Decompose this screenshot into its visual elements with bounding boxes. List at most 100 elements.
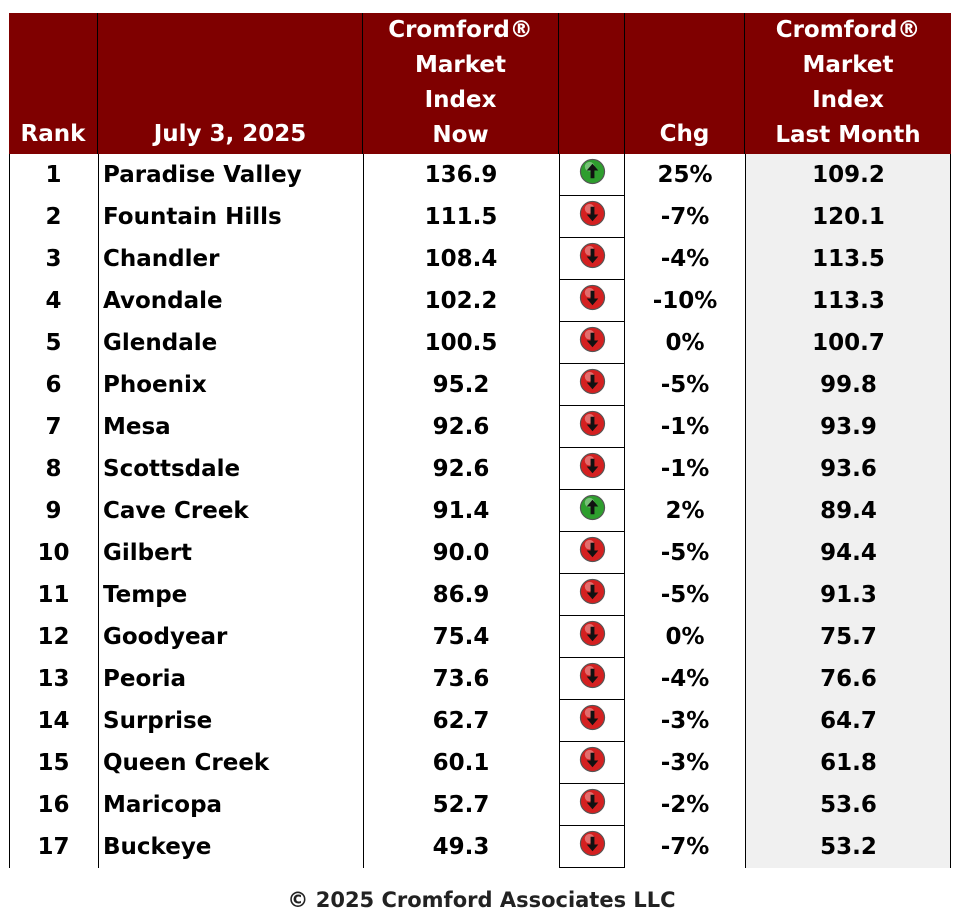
header-last-line: Last Month [775,121,921,148]
change-cell: -1% [660,414,710,440]
index-last-cell: 94.4 [745,532,951,574]
rank-cell: 2 [45,204,62,230]
change-cell: 0% [665,624,705,650]
change-cell: -3% [660,750,710,776]
change-cell: -5% [660,372,710,398]
index-now-cell: 86.9 [432,582,490,608]
city-cell: Chandler [103,246,220,272]
index-now-cell: 62.7 [432,708,490,734]
change-cell: -4% [660,666,710,692]
index-now-cell: 91.4 [432,498,490,524]
arrow-down-icon [579,326,605,353]
index-last-cell: 61.8 [745,742,951,784]
index-now-cell: 75.4 [432,624,490,650]
rank-cell: 11 [37,582,70,608]
index-now-cell: 95.2 [432,372,490,398]
trend-cell [559,826,625,868]
rank-cell: 8 [45,456,62,482]
change-cell: -4% [660,246,710,272]
rank-cell: 14 [37,708,70,734]
city-cell: Buckeye [103,834,212,860]
header-now-line: Index [424,86,497,113]
trend-cell [559,406,625,448]
column-divider [98,154,99,868]
index-last-cell: 120.1 [745,196,951,238]
index-now-cell: 136.9 [424,162,498,188]
trend-cell [559,490,625,532]
header-rank-label: Rank [20,121,86,147]
index-last-cell: 93.6 [745,448,951,490]
index-last-cell: 99.8 [745,364,951,406]
rank-cell: 6 [45,372,62,398]
index-last-cell: 53.2 [745,826,951,868]
arrow-down-icon [579,578,605,605]
rank-cell: 15 [37,750,70,776]
table-row: 17 Buckeye 49.3 -7% 53.2 [9,826,951,868]
city-cell: Goodyear [103,624,228,650]
city-cell: Queen Creek [103,750,270,776]
index-now-cell: 52.7 [432,792,490,818]
header-last-line: Index [812,86,884,113]
rank-cell: 3 [45,246,62,272]
index-now-cell: 92.6 [432,414,490,440]
rank-cell: 7 [45,414,62,440]
table-row: 9 Cave Creek 91.4 2% 89.4 [9,490,951,532]
index-now-cell: 60.1 [432,750,490,776]
change-cell: -1% [660,456,710,482]
trend-cell [559,616,625,658]
index-now-cell: 73.6 [432,666,490,692]
header-index-last: Cromford® Market Index Last Month [745,13,951,154]
arrow-down-icon [579,284,605,311]
rank-cell: 10 [37,540,70,566]
index-last-cell: 93.9 [745,406,951,448]
trend-cell [559,154,625,196]
index-now-cell: 92.6 [432,456,490,482]
header-last-line: Cromford® [775,16,921,43]
change-cell: -3% [660,708,710,734]
rank-cell: 5 [45,330,62,356]
trend-cell [559,448,625,490]
change-cell: -5% [660,582,710,608]
arrow-down-icon [579,242,605,269]
city-cell: Peoria [103,666,187,692]
trend-cell [559,574,625,616]
header-date-label: July 3, 2025 [153,121,307,147]
city-cell: Paradise Valley [103,162,302,188]
table-row: 10 Gilbert 90.0 -5% 94.4 [9,532,951,574]
arrow-down-icon [579,620,605,647]
city-cell: Glendale [103,330,218,356]
header-last-line: Market [802,51,894,78]
city-cell: Tempe [103,582,188,608]
trend-cell [559,364,625,406]
index-now-cell: 100.5 [424,330,498,356]
city-cell: Fountain Hills [103,204,282,230]
column-divider [9,154,10,868]
index-last-cell: 113.3 [745,280,951,322]
trend-cell [559,532,625,574]
header-arrow [559,13,625,154]
arrow-down-icon [579,452,605,479]
city-cell: Cave Creek [103,498,249,524]
table-row: 3 Chandler 108.4 -4% 113.5 [9,238,951,280]
index-last-cell: 91.3 [745,574,951,616]
change-cell: -5% [660,540,710,566]
change-cell: -7% [660,834,710,860]
table-row: 8 Scottsdale 92.6 -1% 93.6 [9,448,951,490]
city-cell: Phoenix [103,372,207,398]
index-last-cell: 89.4 [745,490,951,532]
index-now-cell: 108.4 [424,246,498,272]
change-cell: 25% [657,162,713,188]
city-cell: Maricopa [103,792,223,818]
arrow-up-icon [579,494,605,521]
trend-cell [559,784,625,826]
index-last-cell: 76.6 [745,658,951,700]
trend-cell [559,700,625,742]
table-row: 2 Fountain Hills 111.5 -7% 120.1 [9,196,951,238]
arrow-down-icon [579,200,605,227]
change-cell: 0% [665,330,705,356]
city-cell: Avondale [103,288,223,314]
arrow-down-icon [579,662,605,689]
header-now-line: Now [432,121,489,148]
index-now-cell: 111.5 [424,204,498,230]
header-now-line: Cromford® [388,16,533,43]
